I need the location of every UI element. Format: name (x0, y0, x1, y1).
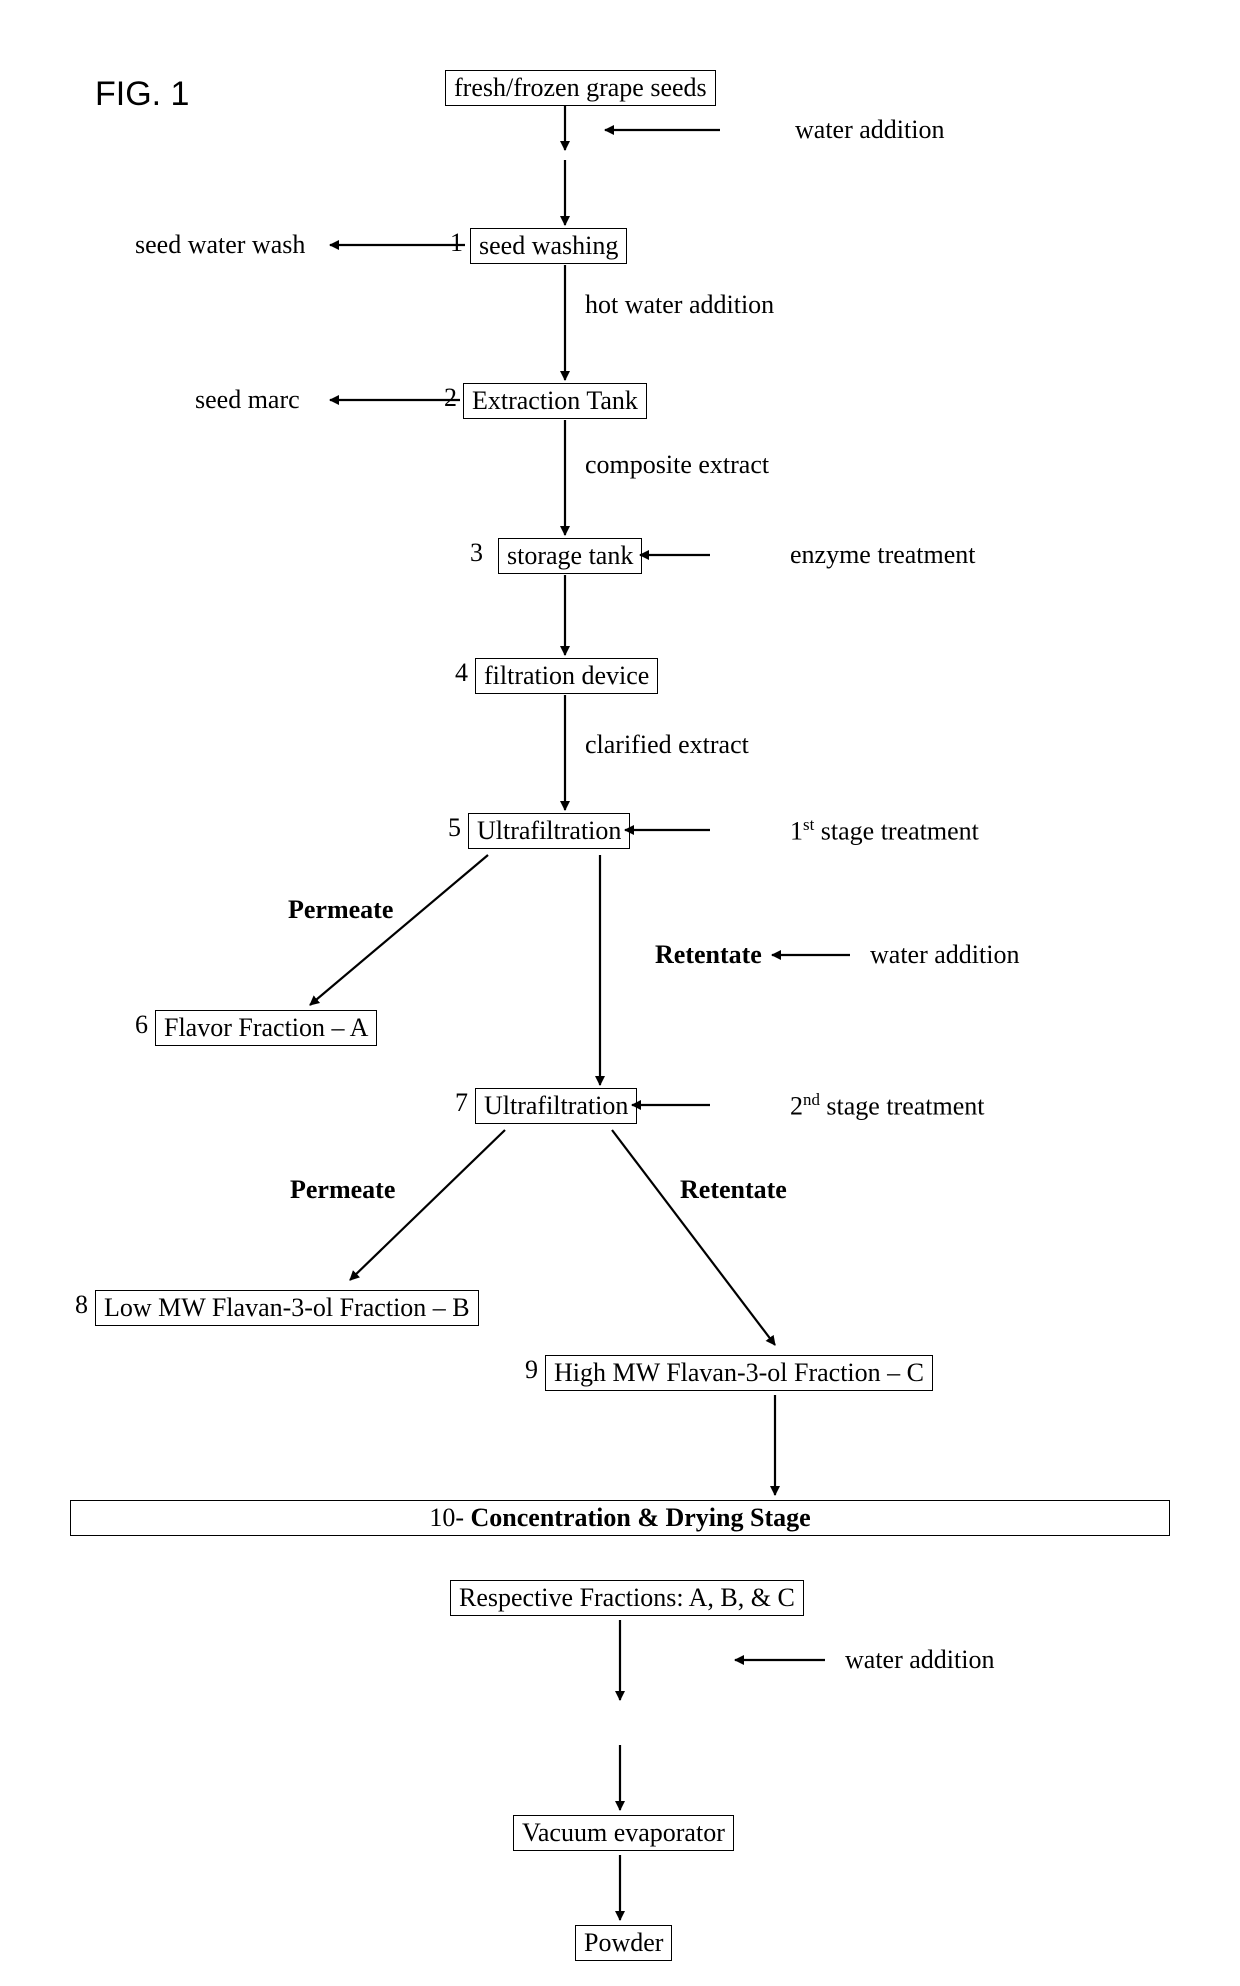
box-ultrafiltration-2: Ultrafiltration (475, 1088, 637, 1124)
box-low-mw-fraction-b: Low MW Flavan-3-ol Fraction – B (95, 1290, 479, 1326)
box-flavor-fraction-a: Flavor Fraction – A (155, 1010, 377, 1046)
label-stage1-treatment: 1st stage treatment (790, 815, 979, 847)
box-filtration-device: filtration device (475, 658, 658, 694)
figure-title: FIG. 1 (95, 75, 189, 114)
label-stage2-treatment: 2nd stage treatment (790, 1090, 985, 1122)
label-seed-marc: seed marc (195, 385, 300, 415)
label-water-addition-1: water addition (795, 115, 944, 145)
box-powder: Powder (575, 1925, 672, 1961)
label-permeate-2: Permeate (290, 1175, 395, 1205)
label-retentate-2: Retentate (680, 1175, 787, 1205)
num-9: 9 (525, 1355, 538, 1385)
label-hot-water: hot water addition (585, 290, 774, 320)
box-extraction-tank: Extraction Tank (463, 383, 647, 419)
num-3: 3 (470, 538, 483, 568)
num-4: 4 (455, 658, 468, 688)
num-8: 8 (75, 1290, 88, 1320)
num-5: 5 (448, 813, 461, 843)
label-composite-extract: composite extract (585, 450, 769, 480)
stage10-title: Concentration & Drying Stage (471, 1503, 811, 1532)
label-retentate-1: Retentate (655, 940, 762, 970)
label-water-addition-3: water addition (845, 1645, 994, 1675)
label-clarified-extract: clarified extract (585, 730, 749, 760)
label-water-addition-2: water addition (870, 940, 1019, 970)
box-high-mw-fraction-c: High MW Flavan-3-ol Fraction – C (545, 1355, 933, 1391)
label-permeate-1: Permeate (288, 895, 393, 925)
num-6: 6 (135, 1010, 148, 1040)
box-respective-fractions: Respective Fractions: A, B, & C (450, 1580, 804, 1616)
box-ultrafiltration-1: Ultrafiltration (468, 813, 630, 849)
label-enzyme-treatment: enzyme treatment (790, 540, 976, 570)
box-vacuum-evaporator: Vacuum evaporator (513, 1815, 734, 1851)
box-seed-washing: seed washing (470, 228, 627, 264)
box-start: fresh/frozen grape seeds (445, 70, 716, 106)
num-7: 7 (455, 1088, 468, 1118)
num-2: 2 (444, 383, 457, 413)
box-stage-10: 10- Concentration & Drying Stage (70, 1500, 1170, 1536)
label-seed-water-wash: seed water wash (135, 230, 305, 260)
box-storage-tank: storage tank (498, 538, 642, 574)
stage10-prefix: 10- (429, 1503, 470, 1532)
num-1: 1 (450, 228, 463, 258)
